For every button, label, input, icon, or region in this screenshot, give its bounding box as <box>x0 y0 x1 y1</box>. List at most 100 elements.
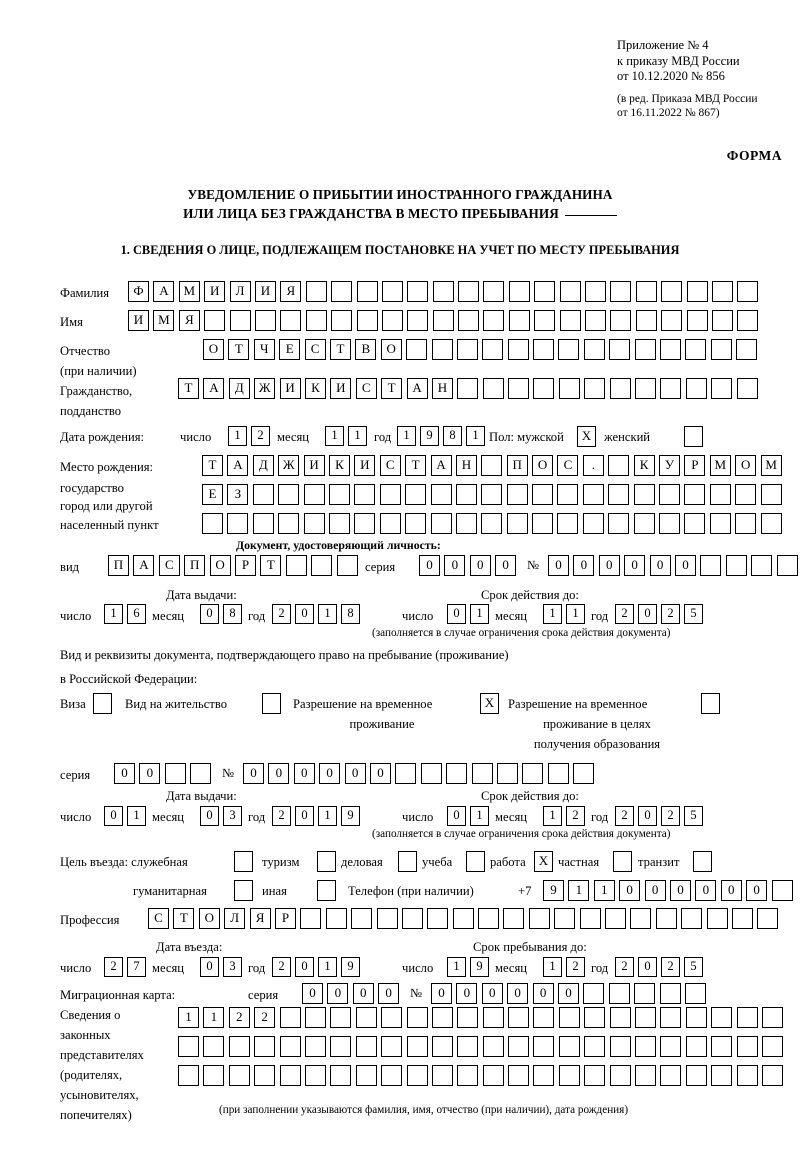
char-cell[interactable] <box>661 310 683 331</box>
residence-permit-checkbox[interactable] <box>262 693 281 714</box>
char-cell[interactable]: 0 <box>624 555 646 576</box>
char-cell[interactable]: И <box>254 281 276 302</box>
digit-cell[interactable]: 0 <box>638 604 657 624</box>
char-cell[interactable] <box>285 555 307 576</box>
digit-cell[interactable]: 0 <box>295 604 314 624</box>
char-cell[interactable] <box>558 1065 580 1086</box>
purpose-work-checkbox[interactable]: X <box>534 851 553 872</box>
digit-cell[interactable]: 1 <box>127 806 146 826</box>
char-cell[interactable] <box>608 513 630 534</box>
char-cell[interactable] <box>305 310 327 331</box>
char-cell[interactable] <box>254 1036 276 1057</box>
char-cell[interactable] <box>457 378 479 399</box>
char-cell[interactable] <box>304 1065 326 1086</box>
char-cell[interactable] <box>508 378 530 399</box>
char-cell[interactable]: О <box>735 455 757 476</box>
char-cell[interactable]: 0 <box>344 763 366 784</box>
char-cell[interactable]: 0 <box>469 555 491 576</box>
char-cell[interactable] <box>585 310 607 331</box>
char-cell[interactable] <box>431 1036 453 1057</box>
char-cell[interactable]: 0 <box>507 983 529 1004</box>
char-cell[interactable] <box>164 763 186 784</box>
char-cell[interactable]: К <box>633 455 655 476</box>
digit-cell[interactable]: 0 <box>200 806 219 826</box>
char-cell[interactable] <box>736 1036 758 1057</box>
char-cell[interactable] <box>660 1036 682 1057</box>
char-cell[interactable]: 0 <box>431 983 452 1004</box>
char-cell[interactable]: И <box>330 378 352 399</box>
digit-cell[interactable]: 2 <box>272 957 291 977</box>
char-cell[interactable] <box>458 281 480 302</box>
char-cell[interactable] <box>482 1036 504 1057</box>
char-cell[interactable] <box>482 1065 504 1086</box>
char-cell[interactable]: . <box>582 455 604 476</box>
char-cell[interactable] <box>534 281 556 302</box>
char-cell[interactable] <box>731 908 753 929</box>
char-cell[interactable]: 0 <box>557 983 579 1004</box>
char-cell[interactable]: 0 <box>419 555 440 576</box>
char-cell[interactable]: Ч <box>253 339 275 360</box>
char-cell[interactable]: О <box>203 339 224 360</box>
digit-cell[interactable]: 1 <box>228 426 247 446</box>
char-cell[interactable] <box>407 281 429 302</box>
char-cell[interactable]: И <box>204 281 226 302</box>
digit-cell[interactable]: 1 <box>447 957 466 977</box>
purpose-business-checkbox[interactable] <box>398 851 417 872</box>
char-cell[interactable]: 9 <box>543 880 564 901</box>
char-cell[interactable] <box>557 484 579 505</box>
purpose-transit-checkbox[interactable] <box>693 851 712 872</box>
char-cell[interactable] <box>227 513 249 534</box>
char-cell[interactable]: З <box>227 484 249 505</box>
char-cell[interactable] <box>304 1036 326 1057</box>
char-cell[interactable]: 0 <box>720 880 742 901</box>
char-cell[interactable] <box>406 339 428 360</box>
char-cell[interactable] <box>311 555 333 576</box>
char-cell[interactable] <box>711 281 733 302</box>
char-cell[interactable]: И <box>128 310 149 331</box>
char-cell[interactable] <box>711 378 733 399</box>
char-cell[interactable] <box>736 1007 758 1028</box>
char-cell[interactable]: С <box>304 339 326 360</box>
digit-cell[interactable]: 0 <box>104 806 123 826</box>
char-cell[interactable] <box>330 1065 352 1086</box>
digit-cell[interactable]: 9 <box>341 806 360 826</box>
char-cell[interactable] <box>761 1007 783 1028</box>
char-cell[interactable] <box>432 281 454 302</box>
char-cell[interactable] <box>659 484 681 505</box>
char-cell[interactable]: Д <box>228 378 250 399</box>
digit-cell[interactable]: 6 <box>127 604 146 624</box>
char-cell[interactable] <box>584 1036 606 1057</box>
digit-cell[interactable]: 9 <box>420 426 439 446</box>
char-cell[interactable] <box>533 1007 555 1028</box>
char-cell[interactable] <box>508 1036 530 1057</box>
char-cell[interactable] <box>608 983 630 1004</box>
sex-female-checkbox[interactable] <box>684 426 703 447</box>
char-cell[interactable] <box>481 455 503 476</box>
char-cell[interactable] <box>579 908 601 929</box>
char-cell[interactable]: 0 <box>669 880 691 901</box>
char-cell[interactable]: 0 <box>293 763 315 784</box>
char-cell[interactable]: С <box>355 378 377 399</box>
char-cell[interactable] <box>660 1007 682 1028</box>
digit-cell[interactable]: 0 <box>295 806 314 826</box>
char-cell[interactable]: С <box>379 455 401 476</box>
char-cell[interactable]: 0 <box>139 763 161 784</box>
char-cell[interactable] <box>328 513 350 534</box>
char-cell[interactable] <box>533 378 555 399</box>
representatives-row-2-cells[interactable] <box>178 1036 787 1057</box>
char-cell[interactable] <box>431 1007 453 1028</box>
char-cell[interactable]: У <box>659 455 681 476</box>
digit-cell[interactable]: 1 <box>318 806 337 826</box>
char-cell[interactable] <box>609 339 631 360</box>
digit-cell[interactable]: 1 <box>325 426 344 446</box>
char-cell[interactable] <box>635 1036 657 1057</box>
